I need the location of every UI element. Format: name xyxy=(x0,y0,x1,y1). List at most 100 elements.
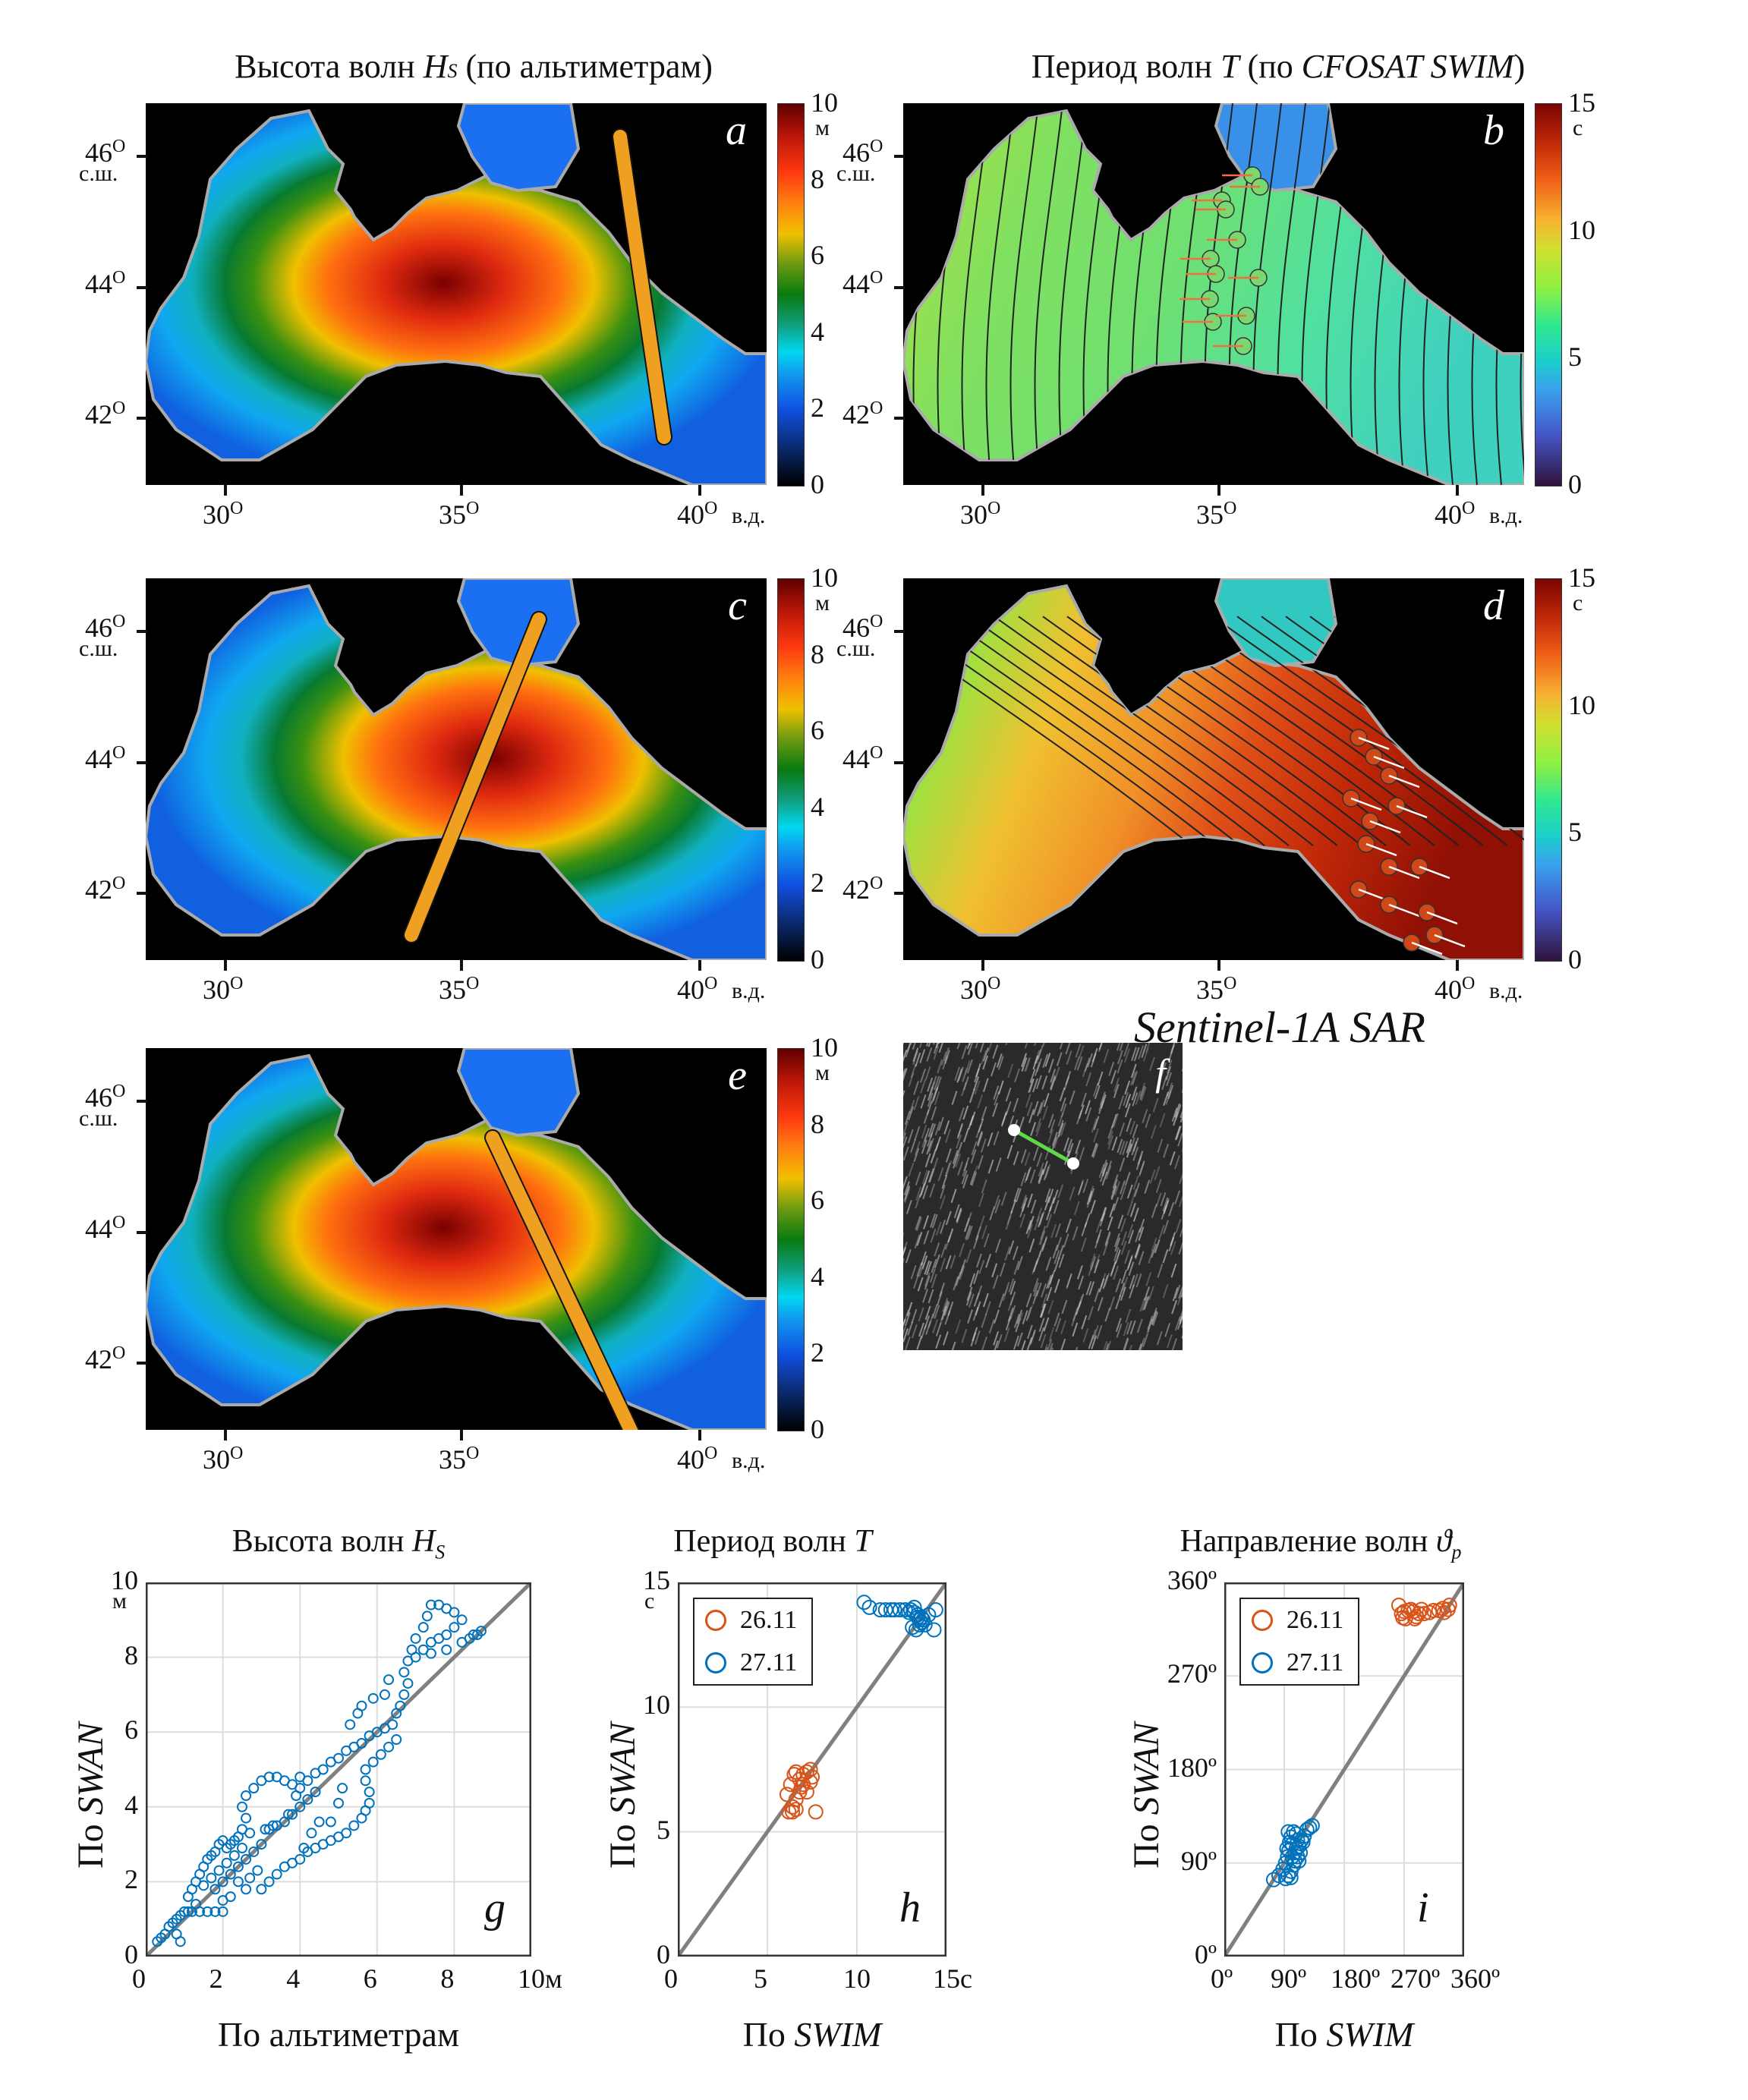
degree-mark: O xyxy=(112,1081,126,1101)
colorbar-e xyxy=(777,1048,805,1431)
sar-speckle xyxy=(1022,1310,1028,1324)
sar-speckle xyxy=(966,1225,973,1240)
sar-speckle xyxy=(1047,1299,1054,1314)
sar-speckle xyxy=(1078,1044,1085,1059)
sar-speckle xyxy=(1076,1056,1083,1071)
sar-speckle xyxy=(934,1121,941,1136)
sar-speckle xyxy=(1073,1201,1080,1216)
sar-speckle xyxy=(998,1293,1005,1308)
sar-speckle xyxy=(914,1141,921,1156)
sar-speckle xyxy=(1075,1346,1079,1350)
degree-mark: O xyxy=(870,398,883,418)
sar-speckle xyxy=(1132,1207,1139,1222)
sar-speckle xyxy=(941,1043,944,1044)
sar-speckle xyxy=(1128,1229,1135,1244)
streamline xyxy=(1042,616,1362,846)
map-panel-d: d xyxy=(903,578,1524,960)
panel-label-g: g xyxy=(484,1884,506,1932)
sar-speckle xyxy=(1090,1256,1097,1270)
sar-speckle xyxy=(1047,1274,1054,1289)
legend-marker-icon xyxy=(705,1610,726,1631)
sar-speckle xyxy=(978,1118,984,1133)
data-point-26-11 xyxy=(788,1802,804,1818)
data-point-26-11 xyxy=(1411,1606,1427,1622)
sar-speckle xyxy=(1163,1200,1170,1214)
sar-speckle xyxy=(961,1045,968,1059)
data-point-Hs xyxy=(232,1876,244,1887)
y-unit-label: м xyxy=(112,1588,127,1614)
sar-speckle xyxy=(1013,1335,1019,1350)
azov-sea-area xyxy=(456,103,581,193)
sar-speckle xyxy=(1048,1327,1055,1342)
colorbar-tick-label: 0 xyxy=(811,469,824,499)
sar-speckle xyxy=(1005,1087,1012,1102)
sar-speckle xyxy=(1121,1231,1127,1246)
sar-speckle xyxy=(1043,1093,1050,1107)
sar-speckle xyxy=(987,1132,994,1147)
sar-speckle xyxy=(923,1230,930,1245)
sar-speckle xyxy=(938,1116,944,1132)
sar-speckle xyxy=(1181,1067,1183,1072)
sar-speckle xyxy=(1171,1299,1178,1314)
data-point-Hs xyxy=(348,1820,360,1831)
streamline xyxy=(945,616,1265,846)
sar-speckle xyxy=(1107,1216,1113,1231)
sar-speckle xyxy=(1099,1212,1106,1226)
legend-label: 27.11 xyxy=(740,1648,798,1677)
sar-speckle xyxy=(1054,1066,1060,1081)
sar-speckle xyxy=(956,1207,962,1223)
sar-speckle xyxy=(983,1047,989,1062)
sar-speckle xyxy=(1035,1250,1042,1265)
sar-speckle xyxy=(921,1170,928,1185)
sar-speckle xyxy=(1088,1305,1094,1321)
sar-speckle xyxy=(1089,1253,1096,1268)
sar-speckle xyxy=(1135,1245,1141,1260)
sar-speckle xyxy=(1098,1097,1105,1111)
lon-tick-label: 40O xyxy=(677,499,717,531)
data-point-27-11 xyxy=(1280,1824,1296,1840)
degree-mark: O xyxy=(112,874,126,893)
title-text: Высота волн xyxy=(235,48,424,85)
data-point-27-11 xyxy=(917,1617,933,1632)
data-point-Hs xyxy=(221,1843,232,1854)
panel-label-e: e xyxy=(728,1052,747,1099)
lon-tick-mark xyxy=(224,1430,227,1440)
streamline xyxy=(994,616,1314,846)
data-point-Hs xyxy=(298,1843,310,1854)
sar-speckle xyxy=(1179,1173,1183,1185)
sar-speckle xyxy=(1133,1047,1140,1062)
sar-speckle xyxy=(1036,1058,1042,1072)
lon-tick-label: 30O xyxy=(203,499,243,531)
xlabel-text: По xyxy=(1274,2015,1327,2054)
data-point-Hs xyxy=(244,1872,256,1884)
sar-speckle xyxy=(1056,1052,1063,1066)
sar-speckle xyxy=(907,1129,914,1144)
sar-speckle xyxy=(995,1157,1002,1172)
sar-speckle xyxy=(1013,1097,1019,1113)
sar-speckle xyxy=(908,1072,915,1087)
data-point-Hs xyxy=(206,1872,217,1884)
sar-speckle xyxy=(1132,1092,1139,1107)
title-var: T xyxy=(854,1524,872,1559)
xlabel-var: SWIM xyxy=(794,2015,882,2054)
sar-speckle xyxy=(1108,1062,1115,1076)
title-tail: (по альтиметрам) xyxy=(457,48,713,85)
title-text: Направление волн xyxy=(1180,1524,1436,1559)
sar-image: f xyxy=(903,1043,1183,1350)
lon-unit-label: в.д. xyxy=(732,503,766,528)
sar-speckle xyxy=(904,1311,911,1327)
sar-speckle xyxy=(1119,1157,1126,1172)
data-point-Hs xyxy=(367,1756,379,1768)
sar-speckle xyxy=(1126,1184,1133,1199)
data-point-27-11 xyxy=(1295,1834,1311,1850)
sar-speckle xyxy=(915,1171,921,1186)
data-point-Hs xyxy=(356,1700,367,1711)
lat-tick-mark xyxy=(137,1100,147,1103)
sar-speckle xyxy=(1142,1333,1149,1347)
lat-tick-label: 46O xyxy=(85,1081,125,1113)
data-point-26-11 xyxy=(785,1799,801,1815)
sar-speckle xyxy=(1038,1162,1044,1177)
sar-speckle xyxy=(1044,1343,1048,1350)
x-tick-label: 0º xyxy=(1211,1963,1233,1994)
x-tick-label: 0 xyxy=(664,1963,678,1994)
